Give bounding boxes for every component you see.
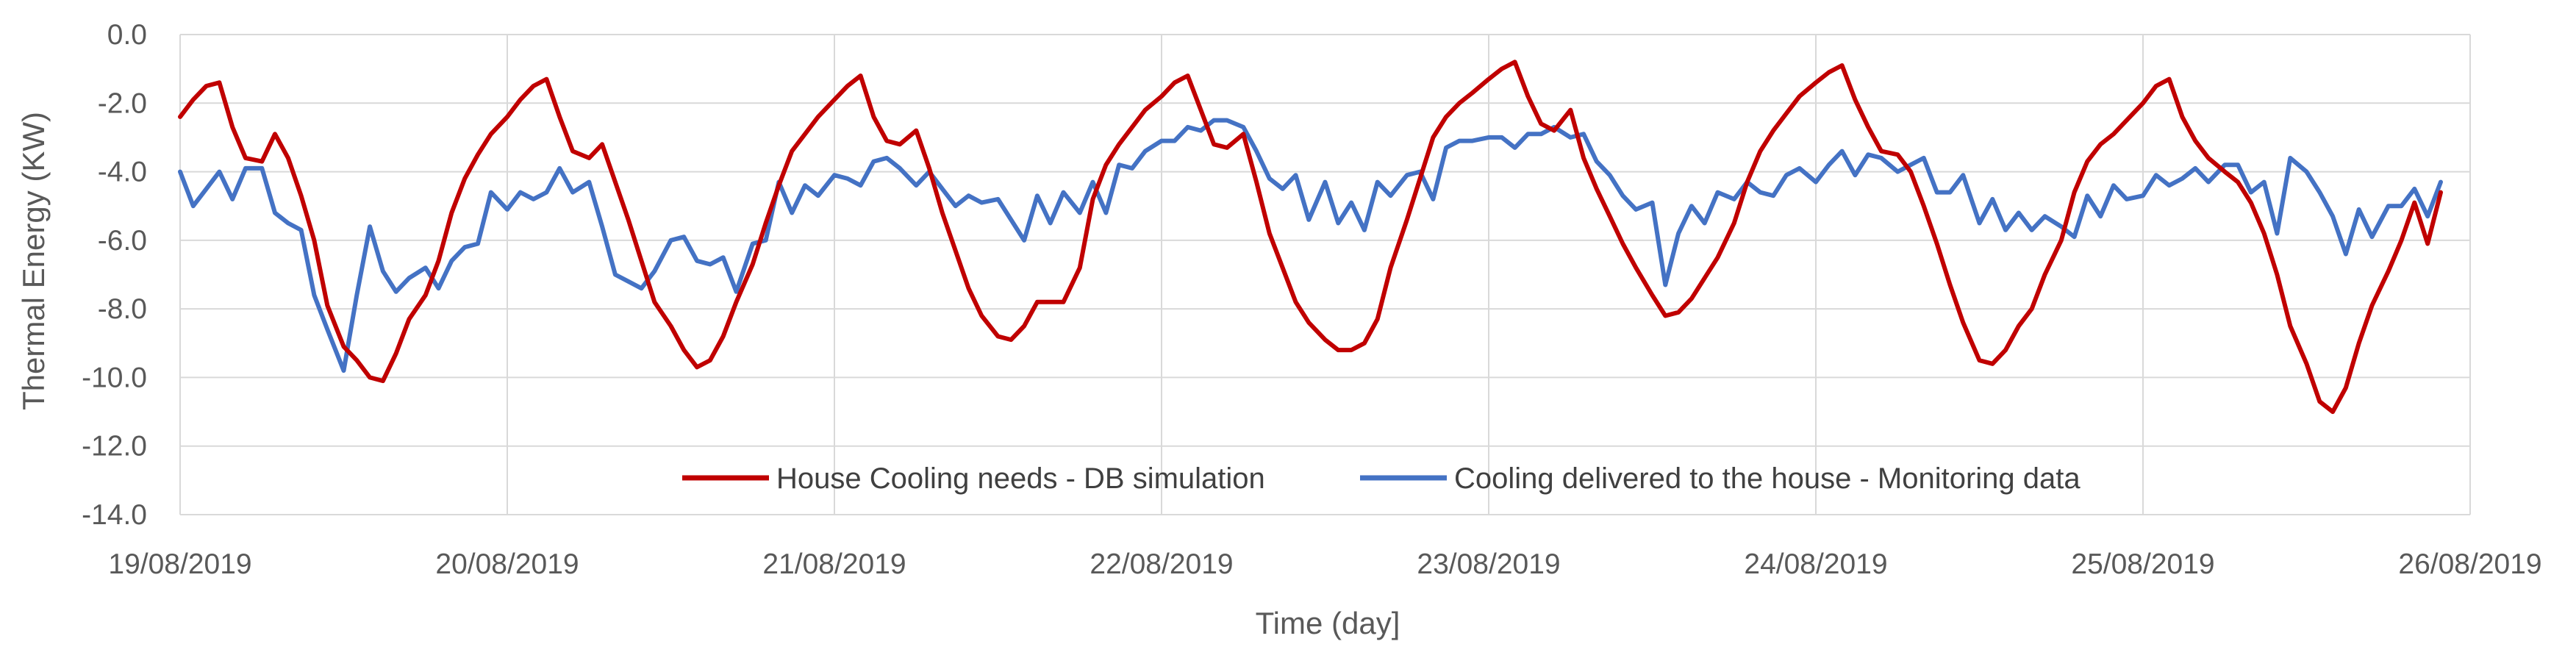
- x-tick-label: 25/08/2019: [2071, 548, 2214, 580]
- legend: House Cooling needs - DB simulation Cool…: [682, 462, 2081, 495]
- x-tick-label: 21/08/2019: [762, 548, 906, 580]
- y-tick-label: -8.0: [98, 293, 147, 325]
- y-axis-ticks: 0.0 -2.0 -4.0 -6.0 -8.0 -10.0 -12.0 -14.0: [82, 19, 147, 531]
- x-tick-label: 22/08/2019: [1090, 548, 1233, 580]
- legend-label-simulation: House Cooling needs - DB simulation: [776, 462, 1265, 495]
- legend-label-monitoring: Cooling delivered to the house - Monitor…: [1454, 462, 2081, 495]
- x-tick-label: 20/08/2019: [435, 548, 579, 580]
- x-tick-label: 26/08/2019: [2398, 548, 2541, 580]
- x-axis-ticks: 19/08/2019 20/08/2019 21/08/2019 22/08/2019…: [108, 548, 2541, 580]
- y-tick-label: -6.0: [98, 225, 147, 257]
- x-tick-label: 19/08/2019: [108, 548, 251, 580]
- x-tick-label: 24/08/2019: [1744, 548, 1887, 580]
- x-axis-title: Time (day]: [1256, 606, 1400, 640]
- y-tick-label: 0.0: [107, 19, 147, 51]
- y-tick-label: -12.0: [82, 431, 147, 462]
- y-tick-label: -4.0: [98, 157, 147, 188]
- y-axis-title: Thermal Energy (KW): [16, 112, 51, 410]
- y-tick-label: -10.0: [82, 362, 147, 393]
- series-lines: [178, 60, 2443, 415]
- x-tick-label: 23/08/2019: [1417, 548, 1560, 580]
- series-line-simulation: [178, 60, 2443, 415]
- y-tick-label: -2.0: [98, 87, 147, 119]
- y-tick-label: -14.0: [82, 499, 147, 531]
